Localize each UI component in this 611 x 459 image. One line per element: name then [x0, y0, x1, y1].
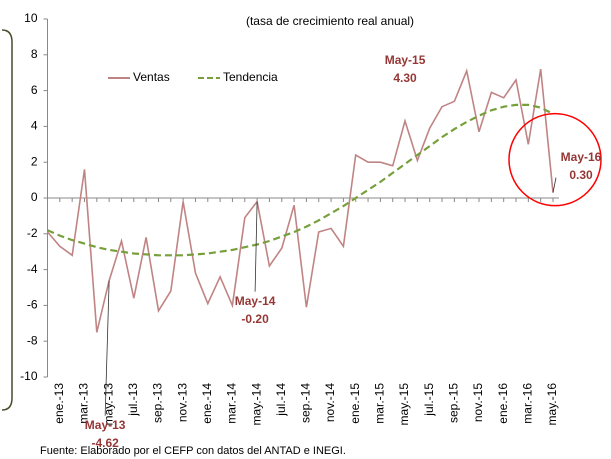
y-tick-label: 2 — [31, 154, 38, 168]
highlight-circle — [508, 112, 602, 207]
x-tick-label: jul.-15 — [422, 383, 436, 417]
y-tick-label: 8 — [31, 47, 38, 61]
y-tick-label: -2 — [27, 226, 38, 240]
data-label: -0.20 — [241, 312, 269, 326]
x-tick-label: sep.-13 — [151, 383, 165, 423]
x-tick-label: jul.-13 — [126, 383, 140, 417]
y-tick-label: -4 — [27, 262, 38, 276]
annotation-leader — [552, 177, 557, 193]
source-note: Fuente: Elaborado por el CEFP con datos … — [40, 445, 346, 457]
x-tick-label: sep.-15 — [447, 383, 461, 423]
y-tick-label: 10 — [24, 11, 38, 25]
x-tick-label: sep.-14 — [299, 383, 313, 423]
frame-edge — [1, 29, 13, 411]
annotation-name: May-15 — [385, 53, 426, 67]
x-tick-label: ene.-13 — [52, 383, 66, 424]
chart-title: (tasa de crecimiento real anual) — [246, 14, 414, 28]
x-tick-label: jul.-14 — [274, 383, 288, 417]
y-tick-label: -8 — [27, 333, 38, 347]
x-tick-label: nov.-15 — [471, 383, 485, 422]
annotation-leader — [254, 201, 258, 292]
annotation-leader — [104, 280, 110, 416]
series-line — [47, 103, 554, 257]
x-tick-label: mar.-15 — [373, 383, 387, 424]
data-label: 0.30 — [569, 168, 593, 182]
legend-label: Ventas — [133, 70, 170, 84]
y-tick-label: -6 — [27, 298, 38, 312]
series-line — [46, 68, 554, 333]
x-tick-label: nov.-13 — [175, 383, 189, 422]
legend-label: Tendencia — [223, 70, 278, 84]
data-label: -4.62 — [91, 436, 119, 450]
data-label: 4.30 — [393, 71, 417, 85]
y-tick-label: 0 — [31, 190, 38, 204]
x-tick-label: mar.-14 — [225, 383, 239, 424]
x-tick-label: mar.-16 — [521, 383, 535, 424]
y-tick-label: 6 — [31, 83, 38, 97]
x-tick-label: may.-15 — [397, 383, 411, 426]
annotation-name: May-14 — [235, 294, 276, 308]
annotation-name: May-16 — [561, 150, 602, 164]
x-tick-label: nov.-14 — [323, 383, 337, 422]
x-tick-label: may.-14 — [249, 383, 263, 426]
x-tick-label: may.-16 — [545, 383, 559, 426]
annotation-name: May-13 — [85, 418, 126, 432]
x-tick-label: ene.-14 — [200, 383, 214, 424]
y-tick-label: -10 — [20, 369, 38, 383]
x-tick-label: ene.-16 — [496, 383, 510, 424]
x-tick-label: ene.-15 — [348, 383, 362, 424]
y-tick-label: 4 — [31, 119, 38, 133]
x-tick-label: mar.-13 — [77, 383, 91, 424]
